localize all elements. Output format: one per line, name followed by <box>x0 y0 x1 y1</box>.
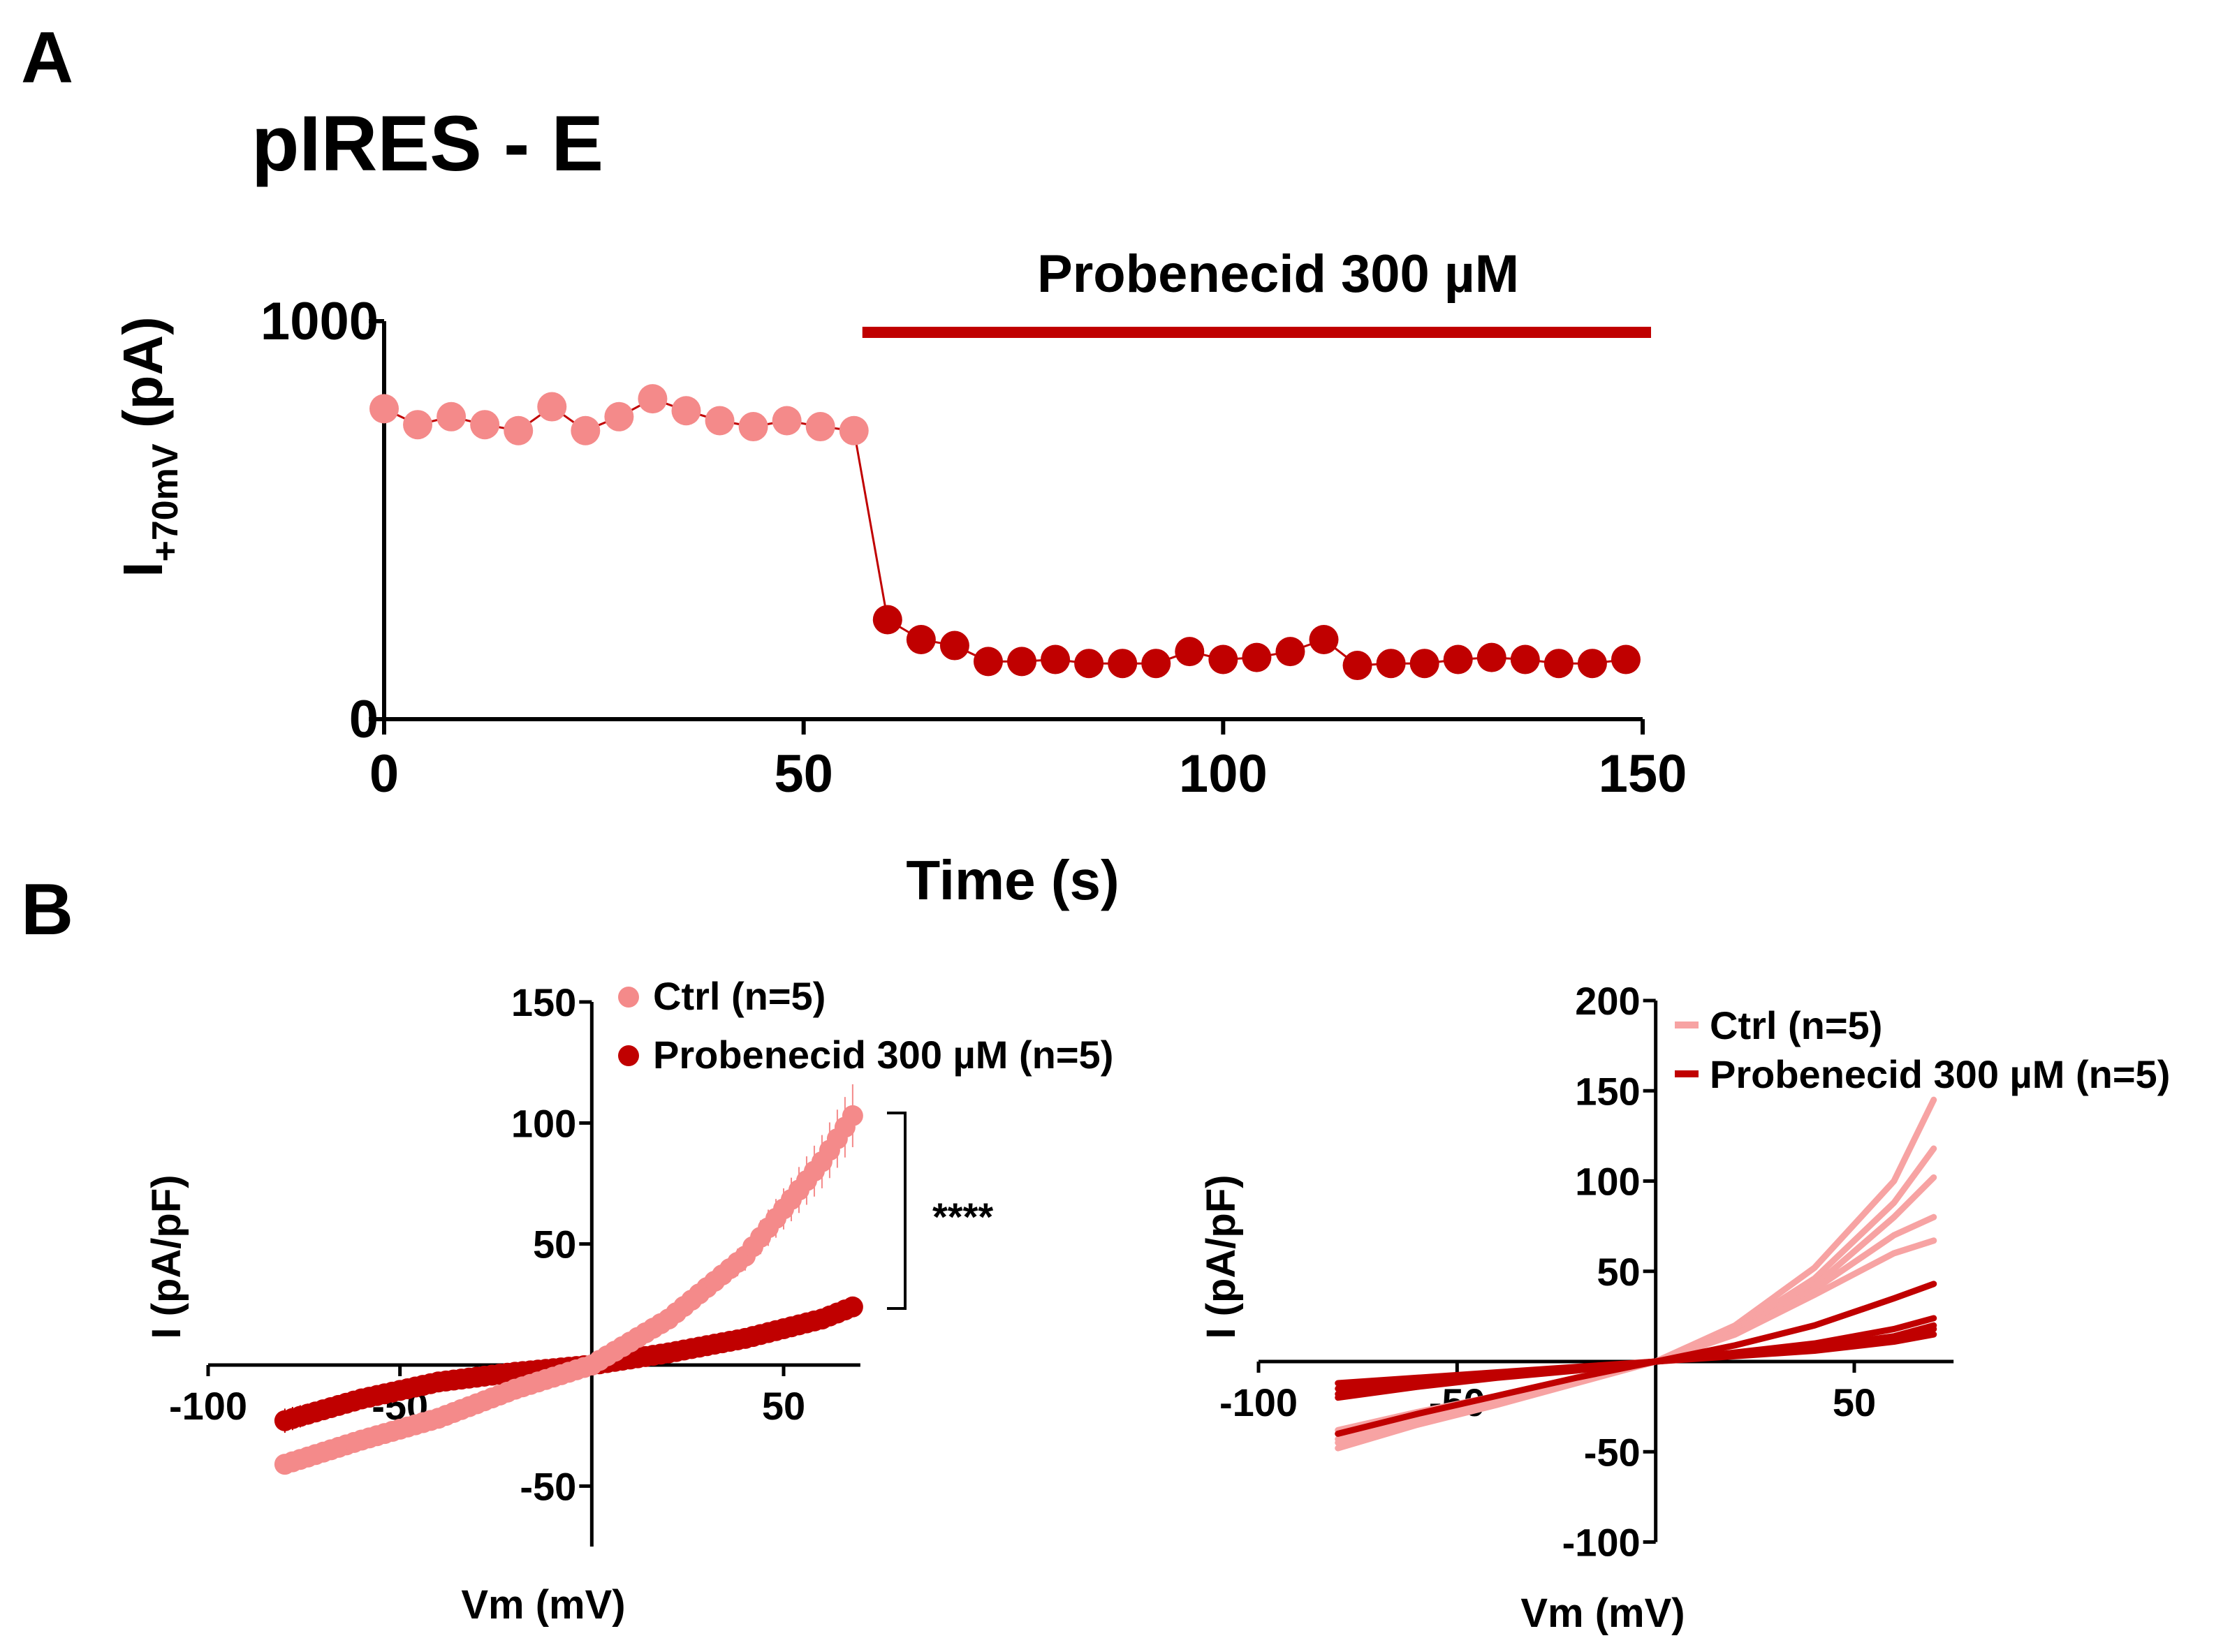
ctrl-point <box>604 401 634 432</box>
probenecid-point <box>1443 644 1473 674</box>
probenecid-point <box>1041 644 1071 674</box>
panel-b-label: B <box>21 869 73 950</box>
panel-b-right-ylabel: I (pA/pF) <box>1198 1174 1244 1338</box>
ctrl-point <box>537 392 567 422</box>
probenecid-point <box>1376 649 1406 679</box>
probenecid-trace <box>1335 1331 1937 1387</box>
panel-b-left-legend-drug: Probenecid 300 µM (n=5) <box>653 1033 1113 1077</box>
panel-b-right-y-tick-label: 50 <box>1597 1250 1640 1294</box>
probenecid-point <box>939 630 969 661</box>
probenecid-point <box>1007 647 1037 677</box>
probenecid-point <box>872 605 902 635</box>
panel-b-right-legend-drug: Probenecid 300 µM (n=5) <box>1710 1052 2170 1096</box>
ctrl-point <box>805 412 835 442</box>
panel-b-left-x-tick-label: 50 <box>762 1384 805 1428</box>
panel-a-ylabel-main: I <box>112 562 174 577</box>
panel-a-x-tick-label: 0 <box>369 744 399 804</box>
ctrl-point <box>470 410 500 440</box>
ctrl-point <box>403 410 433 440</box>
probenecid-point <box>973 647 1003 677</box>
significance-bracket <box>887 1112 907 1310</box>
panel-b-right-xlabel: Vm (mV) <box>1520 1591 1685 1636</box>
panel-b-right-y-tick-label: 200 <box>1575 979 1640 1023</box>
panel-a-x-tick-label: 150 <box>1599 744 1687 804</box>
probenecid-point <box>1175 637 1205 667</box>
ctrl-point <box>437 401 467 432</box>
ctrl-point <box>369 394 399 424</box>
probenecid-point <box>1543 649 1574 679</box>
panel-a-ylabel: I+70mV (pA) <box>112 316 186 577</box>
legend-probenecid-marker <box>618 1045 639 1066</box>
ctrl-point <box>571 415 601 445</box>
panel-b-left-y-tick-label: 150 <box>511 980 576 1024</box>
panel-a-y-tick-label: 1000 <box>261 292 379 351</box>
significance-stars: **** <box>932 1195 993 1239</box>
ctrl-point <box>705 406 735 436</box>
drug-bar-label: Probenecid 300 µM <box>1037 244 1519 304</box>
panel-b-right-x-tick-label: 50 <box>1833 1380 1876 1424</box>
ctrl-point <box>671 396 701 426</box>
legend-ctrl-marker <box>618 987 639 1008</box>
panel-a-xlabel: Time (s) <box>906 849 1119 911</box>
panel-b-left-ylabel: I (pA/pF) <box>144 1174 189 1338</box>
probenecid-point <box>1141 649 1171 679</box>
panel-a-x-tick-label: 100 <box>1179 744 1268 804</box>
ctrl-point <box>638 384 668 414</box>
panel-b-left-xlabel: Vm (mV) <box>461 1582 625 1628</box>
panel-b-right-y-tick-label: -50 <box>1584 1430 1641 1474</box>
probenecid-point <box>1577 649 1607 679</box>
panel-b-left-y-tick-label: -50 <box>520 1464 576 1508</box>
ctrl-point <box>772 406 802 436</box>
probenecid-point <box>1309 625 1339 654</box>
panel-b-left-y-tick-label: 100 <box>511 1101 576 1145</box>
probenecid-point <box>1342 651 1372 681</box>
probenecid-point <box>1611 644 1641 674</box>
panel-b-right-legend-ctrl: Ctrl (n=5) <box>1710 1003 1882 1047</box>
probenecid-point <box>1275 637 1305 667</box>
probenecid-point <box>1476 642 1506 672</box>
probenecid-point <box>1510 644 1540 674</box>
panel-b-left-y-tick-label: 50 <box>533 1223 576 1267</box>
panel-a-trace-line <box>383 397 1627 667</box>
panel-a-y-tick-label: 0 <box>349 690 379 749</box>
probenecid-point <box>1208 644 1238 674</box>
panel-a-x-tick-label: 50 <box>774 744 833 804</box>
probenecid-point <box>906 625 936 654</box>
panel-a-label: A <box>21 17 73 98</box>
probenecid-point <box>1409 649 1439 679</box>
panel-b-right-x-tick-label: -100 <box>1219 1380 1298 1424</box>
panel-b-right-y-tick-label: 150 <box>1575 1069 1640 1113</box>
panel-b-right-y-tick-label: 100 <box>1575 1160 1640 1204</box>
probenecid-point <box>1242 642 1272 672</box>
panel-a-ylabel-unit: (pA) <box>112 316 174 443</box>
panel-b-right-y-tick-label: -100 <box>1562 1521 1641 1565</box>
probenecid-point <box>1074 649 1104 679</box>
probenecid-point <box>842 1296 863 1318</box>
ctrl-point <box>504 415 534 445</box>
panel-b-left-x-tick-label: -100 <box>169 1384 247 1428</box>
probenecid-point <box>1108 649 1138 679</box>
panel-a-plot: 0 1000 0 50 100 150 <box>261 292 1687 804</box>
ctrl-point <box>738 412 768 442</box>
panel-b-left-legend-ctrl: Ctrl (n=5) <box>653 974 826 1018</box>
ctrl-point <box>842 1105 863 1126</box>
panel-a-title: pIRES - E <box>251 100 603 187</box>
ctrl-point <box>839 415 869 445</box>
panel-a-ylabel-sub: +70mV <box>145 443 186 561</box>
